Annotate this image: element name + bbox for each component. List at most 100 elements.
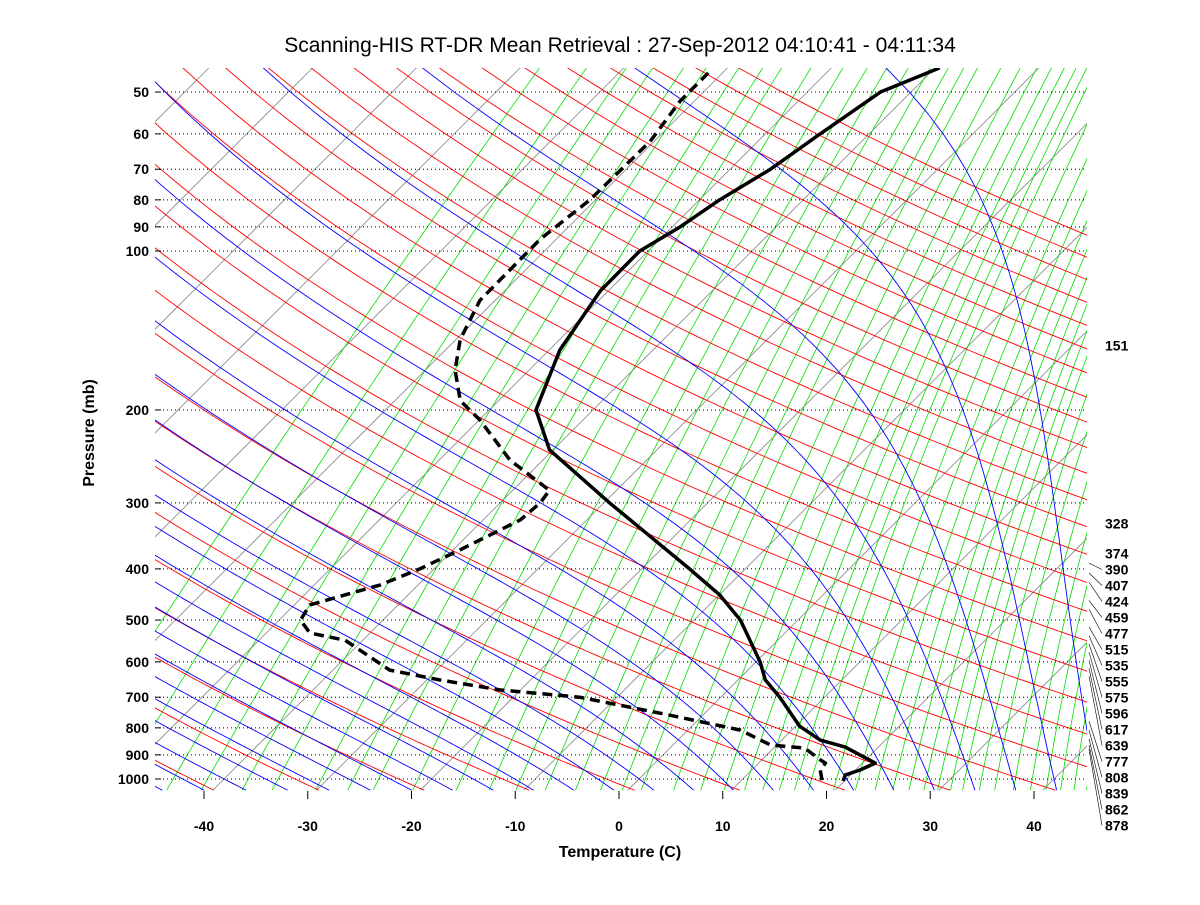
dry-adiabat-line (155, 376, 1056, 791)
y-tick-label: 300 (126, 495, 150, 511)
mixing-ratio-line (908, 248, 1087, 791)
level-label: 777 (1105, 753, 1129, 769)
isotherm-line (316, 68, 1040, 791)
moist-adiabat-line (155, 459, 694, 791)
level-label-leader (1088, 600, 1103, 618)
mixing-ratio-line (1060, 641, 1087, 791)
moist-adiabat-line (155, 581, 534, 791)
mixing-ratio-line (455, 68, 844, 791)
mixing-ratio-line (155, 68, 587, 725)
dry-adiabat-line (182, 68, 1087, 555)
mixing-ratio-line (744, 68, 1052, 791)
moist-adiabat-line (885, 68, 1087, 733)
level-label-leader (1088, 626, 1103, 650)
mixing-ratio-line (515, 68, 888, 791)
x-axis-label: Temperature (C) (559, 844, 681, 861)
level-label-leader (1088, 744, 1103, 810)
mixing-ratio-line (874, 189, 1087, 791)
x-tick-label: 30 (922, 818, 938, 834)
chart-title: Scanning-HIS RT-DR Mean Retrieval : 27-S… (284, 34, 956, 57)
isotherm-line (155, 68, 210, 123)
isotherm-line (155, 68, 625, 538)
y-tick-label: 70 (133, 161, 149, 177)
moist-adiabat-line (155, 178, 895, 791)
dry-adiabat-line (155, 656, 425, 791)
y-tick-label: 100 (126, 243, 150, 259)
moist-adiabat-line (155, 494, 655, 791)
isotherm-line (155, 68, 417, 330)
x-tick-label: 0 (615, 818, 623, 834)
y-tick-label: 600 (126, 654, 150, 670)
mixing-ratio-line (1086, 783, 1087, 791)
level-label-leader (1088, 643, 1103, 682)
mixing-ratio-line (575, 68, 931, 791)
isotherm-line (155, 68, 832, 745)
x-tick-label: 10 (715, 818, 731, 834)
level-label: 424 (1105, 593, 1129, 609)
moist-adiabat-line (155, 763, 205, 791)
isotherm-line (420, 122, 1087, 791)
moist-adiabat-line (155, 720, 288, 791)
moist-adiabat-line (155, 630, 453, 791)
dry-adiabat-line (155, 205, 1087, 672)
mixing-ratio-line (315, 68, 740, 791)
dry-adiabat-line (310, 68, 1087, 474)
level-label: 575 (1105, 689, 1129, 705)
mixing-ratio-line (950, 329, 1087, 791)
y-tick-label: 500 (126, 612, 150, 628)
level-label: 617 (1105, 721, 1129, 737)
temperature-profile-line (534, 68, 941, 782)
isotherm-line (938, 641, 1087, 791)
y-tick-label: 900 (126, 747, 150, 763)
mixing-ratio-line (372, 68, 783, 791)
moist-adiabat-line (155, 698, 330, 791)
mixing-ratio-line (241, 68, 684, 791)
isotherm-line (212, 68, 936, 791)
dry-adiabat-line (155, 607, 530, 791)
level-label-leader (1088, 738, 1103, 794)
dry-adiabat-line (155, 511, 740, 791)
mixing-ratio-line (673, 68, 1002, 791)
y-tick-label: 200 (126, 402, 150, 418)
level-labels: 1513283743904074244594775155355555755966… (1088, 337, 1129, 833)
moist-adiabat-line (155, 81, 935, 791)
moist-adiabat-line (155, 554, 575, 791)
level-label: 596 (1105, 705, 1129, 721)
moist-adiabat-line (155, 741, 247, 791)
x-tick-label: -30 (298, 818, 318, 834)
mixing-ratio-line (833, 123, 1087, 791)
axes: 5060708090100200300400500600700800900100… (118, 84, 1042, 834)
moist-adiabat-line (155, 606, 494, 791)
level-label: 374 (1105, 545, 1129, 561)
mixing-ratio-line (994, 430, 1087, 791)
mixing-ratio-line (762, 68, 1065, 791)
level-label: 390 (1105, 561, 1129, 577)
x-tick-label: 20 (819, 818, 835, 834)
dry-adiabat-line (155, 289, 1087, 735)
x-tick-label: -40 (194, 818, 214, 834)
level-label: 407 (1105, 577, 1129, 593)
dry-adiabat-line (155, 81, 1087, 583)
mixing-ratio-line (700, 68, 1021, 791)
level-label-leader (1088, 582, 1103, 602)
dry-adiabat-line (155, 707, 320, 791)
mixing-ratio-line (937, 303, 1087, 791)
moist-adiabat-line (0, 41, 36, 790)
moist-adiabat-line (0, 41, 78, 790)
dry-adiabat-line (155, 163, 1087, 642)
mixing-ratio-line (808, 86, 1087, 791)
dry-adiabat-line (155, 122, 1087, 612)
level-label: 639 (1105, 737, 1129, 753)
dry-adiabat-line (155, 332, 1087, 768)
y-tick-label: 90 (133, 219, 149, 235)
level-label-leader (1088, 730, 1103, 778)
isotherm-line (0, 41, 132, 790)
mixing-ratio-line (778, 68, 1077, 791)
isotherm-line (523, 226, 1087, 791)
isotherm-line (627, 330, 1087, 791)
dry-adiabat-line (0, 41, 3, 790)
mixing-ratio-line (962, 355, 1087, 791)
moist-adiabat-line (155, 676, 371, 791)
moist-adiabat-line (155, 373, 774, 791)
moist-adiabat-line (155, 320, 814, 791)
